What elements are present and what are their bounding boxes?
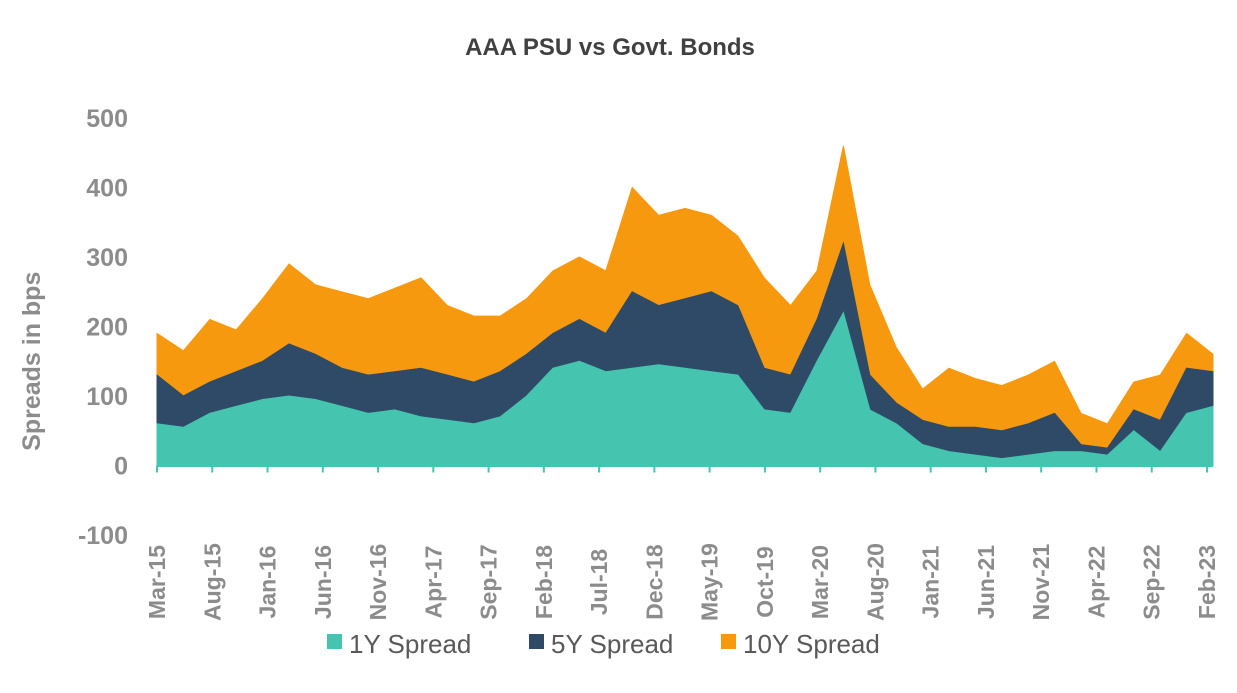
- x-axis: Mar-15 Aug-15 Jan-16 Jun-16 Nov-16 Apr-17 Sep-…: [144, 464, 1220, 621]
- x-tick-label: Nov-16: [365, 544, 391, 621]
- legend-label: 5Y Spread: [551, 629, 673, 659]
- y-axis-label: Spreads in bps: [18, 272, 46, 451]
- x-tick-label: Feb-23: [1194, 545, 1220, 619]
- x-tick-label: Jun-21: [973, 545, 999, 619]
- legend-swatch: [721, 634, 736, 649]
- y-tick-label: 0: [114, 453, 128, 481]
- x-tick-label: Dec-18: [641, 544, 667, 620]
- x-tick-label: Mar-20: [807, 545, 833, 619]
- x-tick-label: Feb-18: [531, 545, 557, 619]
- legend: 1Y Spread 5Y Spread 10Y Spread: [327, 629, 880, 659]
- area-1y-spread: [156, 311, 1214, 466]
- y-tick-label: 400: [86, 175, 128, 203]
- x-tick-label: Mar-15: [144, 545, 170, 619]
- x-tick-label: Jun-16: [310, 545, 336, 619]
- x-tick-label: Sep-22: [1139, 544, 1165, 619]
- area-5y-spread: [156, 241, 1214, 466]
- legend-swatch: [529, 634, 544, 649]
- legend-swatch: [327, 634, 342, 649]
- chart-title: AAA PSU vs Govt. Bonds: [465, 34, 755, 61]
- y-tick-label: 100: [86, 383, 128, 411]
- x-tick-label: Nov-21: [1028, 543, 1054, 620]
- x-tick-label: Oct-19: [752, 546, 778, 618]
- y-tick-label: -100: [78, 522, 128, 550]
- x-tick-label: Jan-16: [255, 546, 281, 619]
- series-areas: [156, 145, 1214, 466]
- y-tick-label: 200: [86, 314, 128, 342]
- x-tick-label: Aug-15: [199, 543, 225, 621]
- legend-label: 1Y Spread: [349, 629, 471, 659]
- x-tick-label: Apr-17: [420, 546, 446, 619]
- legend-label: 10Y Spread: [743, 629, 880, 659]
- x-tick-label: Jul-18: [586, 549, 612, 616]
- x-tick-label: Jan-21: [918, 545, 944, 618]
- x-tick-label: May-19: [697, 543, 723, 621]
- y-tick-label: 500: [86, 105, 128, 133]
- x-tick-label: Aug-20: [862, 543, 888, 621]
- x-tick-label: Apr-22: [1083, 546, 1109, 619]
- x-tick-label: Sep-17: [476, 544, 502, 619]
- y-tick-label: 300: [86, 244, 128, 272]
- y-axis: 500 400 300 200 100 0 -100: [78, 105, 128, 550]
